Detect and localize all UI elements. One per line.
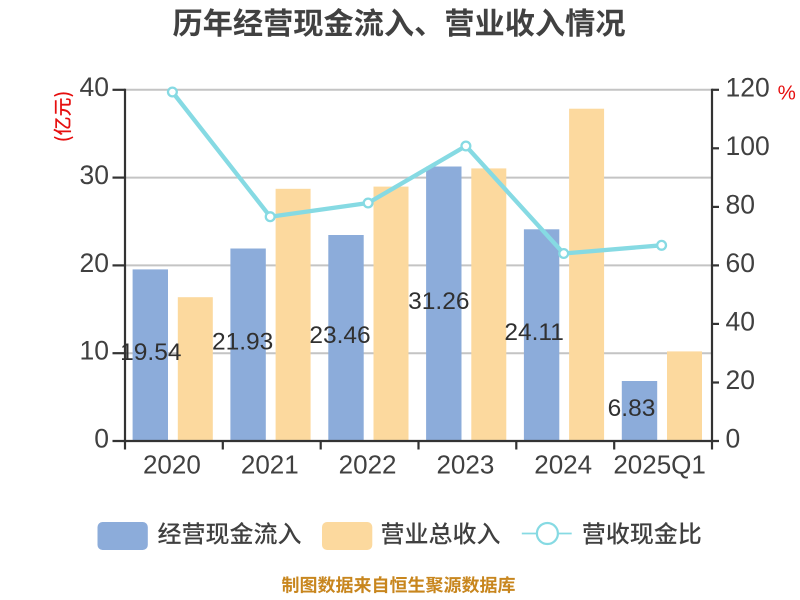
svg-text:6.83: 6.83 [608,395,656,422]
svg-text:0: 0 [94,423,109,453]
svg-text:100: 100 [726,131,770,161]
svg-text:2020: 2020 [143,450,201,480]
svg-text:30: 30 [80,160,109,190]
svg-text:24.11: 24.11 [504,319,564,346]
svg-text:19.54: 19.54 [120,339,181,366]
svg-text:40: 40 [726,307,755,337]
svg-text:%: % [778,82,796,105]
svg-text:60: 60 [726,248,755,278]
svg-text:80: 80 [726,190,755,220]
svg-text:2025Q1: 2025Q1 [613,450,706,480]
svg-text:20: 20 [80,248,109,278]
svg-text:21.93: 21.93 [212,329,273,356]
svg-text:2021: 2021 [241,450,299,480]
svg-text:2023: 2023 [436,450,494,480]
svg-text:2022: 2022 [339,450,397,480]
svg-text:10: 10 [80,336,109,366]
svg-text:40: 40 [80,72,109,102]
svg-text:2024: 2024 [534,450,592,480]
svg-text:31.26: 31.26 [408,288,469,315]
svg-text:20: 20 [726,365,755,395]
svg-text:23.46: 23.46 [309,322,370,349]
svg-text:120: 120 [726,72,770,102]
svg-text:0: 0 [726,424,741,454]
